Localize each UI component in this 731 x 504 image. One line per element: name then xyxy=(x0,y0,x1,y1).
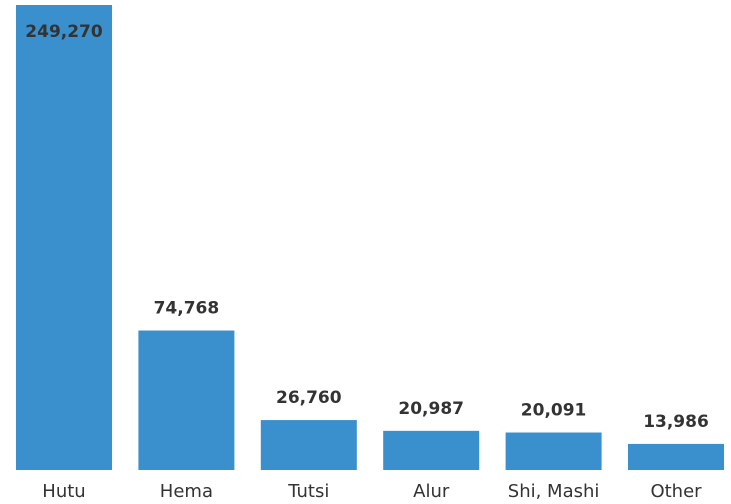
bar xyxy=(138,330,235,470)
x-tick-label: Hema xyxy=(160,481,213,502)
x-tick-label: Other xyxy=(650,481,702,502)
bar xyxy=(628,443,724,470)
bar xyxy=(16,5,112,470)
bar xyxy=(383,430,480,470)
data-label: 20,987 xyxy=(398,399,464,419)
bar xyxy=(260,420,357,470)
x-tick-label: Shi, Mashi xyxy=(508,481,600,502)
data-label: 26,760 xyxy=(276,388,342,408)
x-tick-label: Hutu xyxy=(42,481,85,502)
data-label: 249,270 xyxy=(25,22,103,42)
bar xyxy=(505,432,602,470)
data-label: 20,091 xyxy=(521,401,587,421)
data-label: 74,768 xyxy=(154,299,220,319)
data-label: 13,986 xyxy=(643,412,709,432)
x-tick-label: Tutsi xyxy=(287,481,329,502)
x-tick-label: Alur xyxy=(413,481,450,502)
